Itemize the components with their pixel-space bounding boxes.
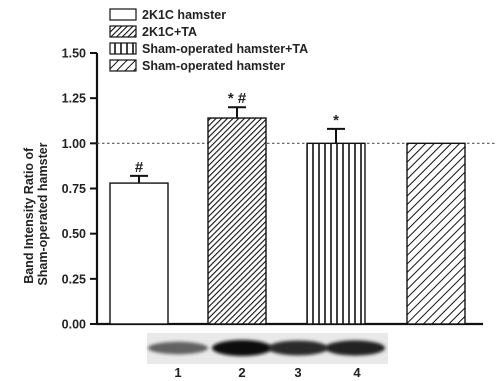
legend-swatch [109, 59, 137, 72]
legend-swatch [109, 8, 137, 21]
lane-number: 4 [353, 365, 361, 380]
lane-labels: 1 2 3 4 [174, 365, 361, 380]
lane-number: 2 [238, 365, 245, 380]
significance-marker: * [333, 112, 339, 129]
y-tick-label: 0.75 [62, 182, 86, 196]
blot-band [148, 341, 208, 355]
bar [109, 182, 169, 325]
blot-band [212, 340, 272, 356]
legend-label: 2K1C hamster [142, 8, 226, 22]
y-tick-label: 0.50 [62, 227, 86, 241]
y-axis-label: Band Intensity Ratio of Sham-operated ha… [22, 142, 50, 285]
significance-marker: # [135, 159, 144, 176]
western-blot-image [147, 333, 388, 364]
significance-marker: * # [228, 90, 247, 107]
y-tick-label: 0.25 [62, 272, 86, 286]
bar [207, 117, 267, 325]
legend-label: Sham-operated hamster [142, 59, 285, 73]
legend-label: 2K1C+TA [142, 25, 197, 39]
legend: 2K1C hamster 2K1C+TA Sham-operated hamster… [109, 8, 308, 73]
y-tick-label: 1.25 [62, 92, 86, 106]
blot-band [268, 340, 328, 356]
y-tick-label: 1.50 [62, 47, 86, 61]
y-tick-label: 1.00 [62, 137, 86, 151]
lane-number: 1 [174, 365, 181, 380]
legend-swatch [109, 25, 137, 38]
bars: # * # * [109, 90, 466, 325]
bar [406, 142, 466, 325]
y-axis-label-line-2: Sham-operated hamster [36, 142, 50, 285]
y-tick-label: 0.00 [62, 318, 86, 332]
legend-swatch [109, 42, 137, 55]
legend-label: Sham-operated hamster+TA [142, 42, 308, 56]
blot-band [325, 340, 385, 356]
bar [306, 142, 366, 325]
y-axis-label-line-1: Band Intensity Ratio of [22, 147, 36, 284]
lane-number: 3 [294, 365, 301, 380]
